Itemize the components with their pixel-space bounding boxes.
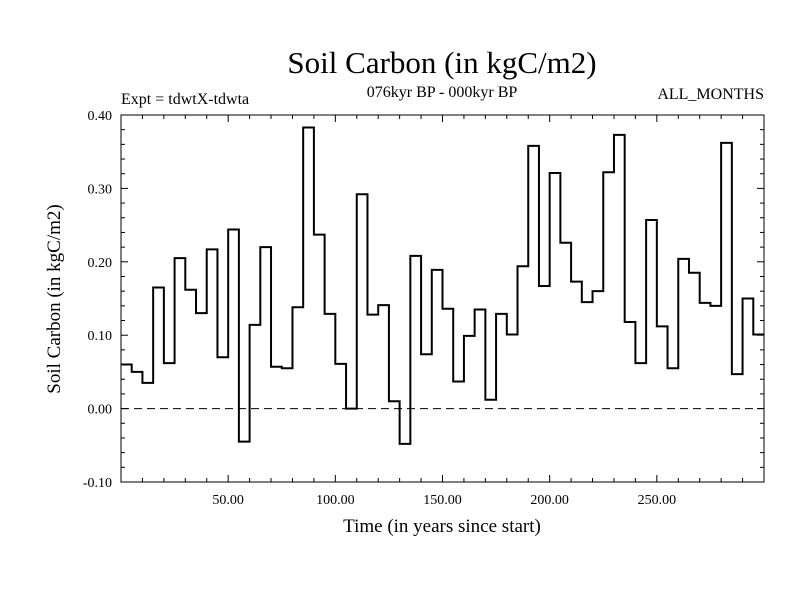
y-axis-label: Soil Carbon (in kgC/m2)	[44, 204, 65, 393]
y-tick-label: 0.30	[88, 182, 113, 197]
chart-title: Soil Carbon (in kgC/m2)	[287, 45, 596, 80]
x-tick-label: 200.00	[530, 493, 569, 508]
chart-subtitle-left: Expt = tdwtX-tdwta	[121, 91, 249, 108]
x-axis-label: Time (in years since start)	[343, 516, 541, 537]
plot-area: 50.00 100.00 150.00 200.00 250.00 -0.10 0.00 0.…	[83, 109, 765, 508]
x-tick-label: 100.00	[316, 493, 355, 508]
chart-subtitle-right: ALL_MONTHS	[657, 86, 764, 103]
y-tick-label: -0.10	[83, 476, 112, 491]
x-tick-label: 50.00	[212, 493, 244, 508]
chart-subtitle-center: 076kyr BP - 000kyr BP	[367, 84, 518, 101]
x-tick-label: 150.00	[423, 493, 462, 508]
y-tick-label: 0.00	[88, 403, 113, 418]
y-tick-label: 0.40	[88, 109, 113, 124]
x-tick-label: 250.00	[638, 493, 677, 508]
y-tick-label: 0.20	[88, 256, 113, 271]
y-tick-label: 0.10	[88, 329, 113, 344]
series-line	[121, 126, 764, 445]
